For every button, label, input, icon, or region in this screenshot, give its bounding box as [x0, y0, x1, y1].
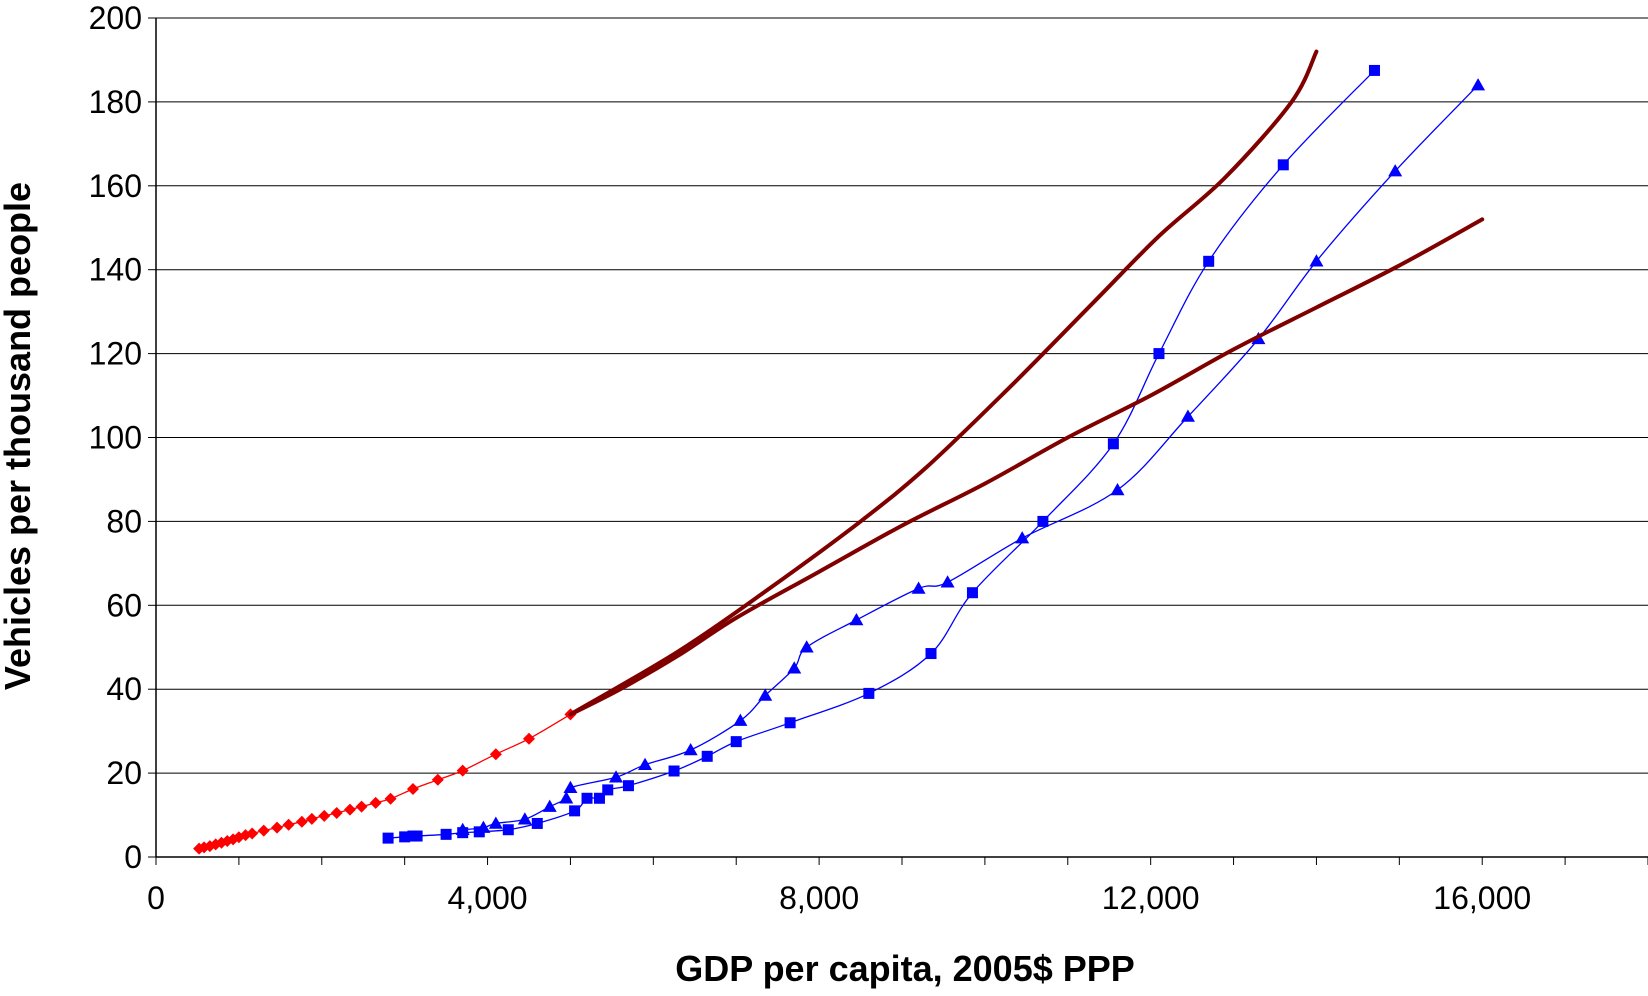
data-point-triangle: [1110, 482, 1125, 496]
data-point-triangle: [799, 640, 814, 653]
y-tick-label: 80: [106, 503, 142, 539]
data-point-diamond: [330, 806, 343, 819]
data-point-triangle: [476, 820, 491, 833]
data-point-diamond: [343, 803, 356, 816]
data-point-square: [502, 824, 514, 836]
axes: [148, 17, 1648, 865]
data-point-square: [730, 736, 742, 748]
data-point-triangle: [542, 799, 557, 812]
trend-line: [568, 217, 1485, 717]
x-axis-title: GDP per capita, 2005$ PPP: [675, 948, 1135, 989]
data-point-square: [784, 717, 796, 729]
x-tick-label: 4,000: [448, 880, 528, 916]
data-point-triangle: [1471, 78, 1486, 91]
data-point-triangle: [733, 713, 748, 726]
data-point-square: [569, 805, 581, 817]
data-point-square: [1153, 348, 1165, 360]
data-point-diamond: [246, 827, 259, 840]
data-point-triangle: [559, 791, 574, 804]
data-point-square: [925, 648, 937, 660]
data-point-triangle: [1180, 409, 1195, 422]
y-tick-label: 120: [89, 336, 142, 372]
series-1: [193, 708, 577, 855]
x-tick-label: 0: [147, 880, 165, 916]
data-point-diamond: [369, 796, 382, 809]
data-point-square: [382, 832, 394, 844]
series-3: [455, 78, 1486, 835]
data-point-triangle: [683, 743, 698, 756]
data-point-square: [1203, 255, 1215, 267]
y-axis-title: Vehicles per thousand people: [0, 182, 38, 690]
series-2: [382, 64, 1380, 844]
series-line: [462, 84, 1479, 831]
data-point-square: [966, 587, 978, 599]
data-point-triangle: [849, 612, 864, 626]
y-tick-label: 140: [89, 252, 142, 288]
series-5: [568, 217, 1485, 717]
data-point-square: [399, 831, 411, 843]
y-tick-label: 60: [106, 587, 142, 623]
y-tick-label: 160: [89, 168, 142, 204]
data-point-diamond: [282, 818, 295, 831]
data-point-triangle: [488, 816, 503, 829]
data-point-square: [1368, 64, 1380, 76]
data-point-triangle: [1015, 531, 1030, 544]
x-tick-label: 12,000: [1102, 880, 1200, 916]
data-point-square: [440, 828, 452, 840]
data-point-triangle: [787, 661, 802, 674]
data-point-diamond: [406, 783, 419, 796]
data-point-triangle: [758, 688, 773, 701]
data-point-triangle: [517, 812, 532, 825]
data-point-diamond: [355, 800, 368, 813]
series-group: [193, 49, 1486, 855]
data-point-square: [1107, 438, 1119, 450]
y-tick-label: 100: [89, 420, 142, 456]
x-tick-label: 16,000: [1433, 880, 1531, 916]
data-point-square: [1277, 159, 1289, 171]
data-point-diamond: [456, 764, 469, 777]
data-point-triangle: [1309, 254, 1324, 267]
data-point-diamond: [489, 748, 502, 761]
y-tick-label: 0: [124, 839, 142, 875]
data-point-square: [863, 687, 875, 699]
y-tick-label: 40: [106, 671, 142, 707]
tick-labels: 0 20 40 60 80 100 120 140 160 180 200 0 4,000 8,000 12…: [89, 0, 1532, 916]
data-point-diamond: [523, 732, 535, 745]
data-point-diamond: [271, 821, 284, 834]
data-point-diamond: [305, 812, 318, 825]
y-tick-label: 20: [106, 755, 142, 791]
data-point-square: [602, 784, 614, 796]
data-point-square: [531, 817, 543, 829]
data-point-square: [1037, 515, 1049, 527]
data-point-diamond: [384, 792, 397, 805]
x-tick-label: 8,000: [779, 880, 859, 916]
data-point-triangle: [911, 581, 926, 594]
data-point-triangle: [563, 780, 578, 794]
data-point-triangle: [940, 575, 955, 588]
data-point-diamond: [318, 809, 331, 822]
data-point-square: [581, 792, 593, 804]
data-point-triangle: [638, 757, 653, 770]
data-point-square: [411, 830, 423, 842]
data-point-diamond: [257, 824, 270, 837]
data-point-triangle: [1388, 164, 1403, 177]
data-point-diamond: [295, 815, 308, 828]
data-point-triangle: [455, 822, 470, 835]
trend-line: [568, 49, 1319, 717]
grid-lines: [156, 17, 1648, 774]
data-point-square: [622, 780, 634, 792]
data-point-square: [701, 750, 713, 762]
series-4: [568, 49, 1319, 717]
data-point-triangle: [609, 770, 624, 783]
y-tick-label: 200: [89, 0, 142, 36]
data-point-square: [593, 792, 605, 804]
data-point-square: [668, 765, 680, 777]
data-point-diamond: [431, 773, 444, 786]
y-tick-label: 180: [89, 84, 142, 120]
